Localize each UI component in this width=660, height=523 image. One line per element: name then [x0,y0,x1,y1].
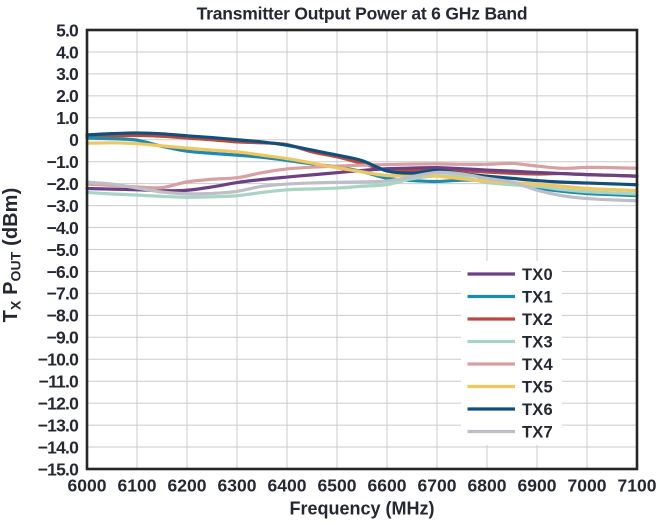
svg-text:−5.0: −5.0 [47,240,79,260]
svg-text:0: 0 [69,130,79,150]
svg-text:TX5: TX5 [522,378,553,396]
svg-text:6400: 6400 [268,476,307,496]
svg-text:Frequency (MHz): Frequency (MHz) [289,499,434,519]
svg-text:6000: 6000 [68,476,107,496]
svg-text:−10.0: −10.0 [38,350,79,370]
svg-text:−6.0: −6.0 [47,262,79,282]
svg-text:−14.0: −14.0 [38,437,79,457]
svg-text:−11.0: −11.0 [39,372,79,392]
svg-text:2.0: 2.0 [56,86,79,106]
svg-text:6200: 6200 [168,476,207,496]
svg-text:TX POUT (dBm): TX POUT (dBm) [0,188,24,323]
svg-text:−13.0: −13.0 [38,415,79,435]
svg-text:−2.0: −2.0 [47,174,79,194]
svg-text:6800: 6800 [468,476,507,496]
svg-text:6600: 6600 [368,476,407,496]
svg-text:−7.0: −7.0 [47,284,79,304]
svg-text:Transmitter Output Power at 6: Transmitter Output Power at 6 GHz Band [197,3,528,23]
svg-text:TX2: TX2 [522,311,553,329]
svg-text:4.0: 4.0 [56,42,79,62]
svg-text:TX7: TX7 [522,423,553,441]
svg-text:6500: 6500 [318,476,357,496]
svg-text:1.0: 1.0 [56,108,79,128]
svg-text:−12.0: −12.0 [38,393,79,413]
svg-text:7100: 7100 [618,476,657,496]
svg-text:6900: 6900 [518,476,557,496]
svg-text:−8.0: −8.0 [47,306,79,326]
svg-text:−9.0: −9.0 [47,328,79,348]
svg-text:7000: 7000 [568,476,607,496]
svg-text:−3.0: −3.0 [47,196,79,216]
svg-text:TX0: TX0 [522,266,553,284]
svg-text:TX1: TX1 [522,288,553,306]
svg-text:−1.0: −1.0 [47,152,79,172]
svg-text:6700: 6700 [418,476,457,496]
svg-text:TX3: TX3 [522,333,553,351]
svg-text:6100: 6100 [118,476,157,496]
svg-text:5.0: 5.0 [56,20,79,40]
svg-text:TX4: TX4 [522,356,553,374]
svg-text:−4.0: −4.0 [47,218,79,238]
svg-text:6300: 6300 [218,476,257,496]
svg-text:TX6: TX6 [522,401,553,419]
svg-text:3.0: 3.0 [56,64,79,84]
svg-text:−15.0: −15.0 [38,459,79,479]
